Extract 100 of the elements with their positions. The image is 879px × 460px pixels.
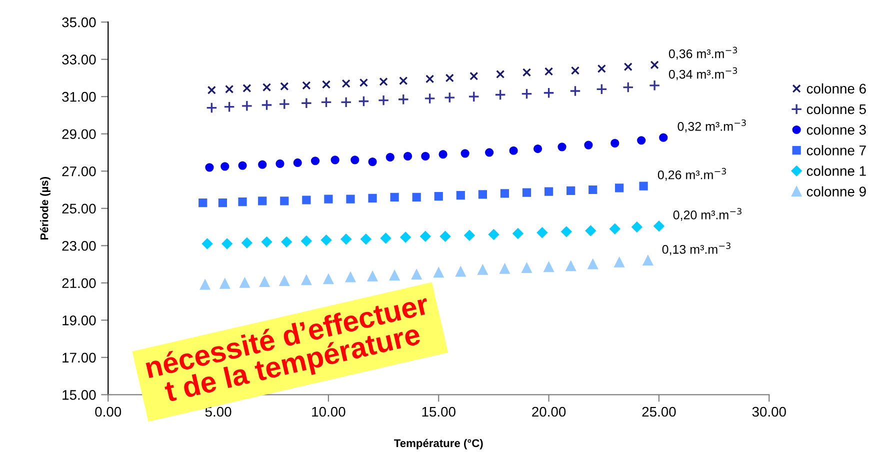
y-tick-label: 27.00: [62, 166, 96, 176]
legend-label: colonne 9: [806, 186, 866, 197]
point: [200, 280, 210, 290]
point: [278, 98, 290, 110]
point: [324, 194, 333, 204]
point: [522, 68, 532, 77]
point: [445, 74, 454, 82]
point: [500, 189, 510, 198]
point: [648, 80, 660, 92]
point: [544, 187, 554, 196]
point: [468, 90, 480, 102]
point: [350, 156, 360, 164]
point: [500, 264, 510, 274]
point: [330, 156, 340, 164]
legend-label: colonne 6: [806, 83, 866, 94]
x-tick-label: 15.00: [422, 406, 456, 417]
point: [380, 232, 391, 244]
point: [488, 229, 499, 240]
point: [438, 150, 448, 159]
point: [400, 232, 411, 243]
point: [566, 186, 576, 195]
point: [434, 268, 444, 278]
point: [359, 78, 368, 87]
point: [302, 196, 311, 204]
point: [368, 194, 377, 202]
point: [262, 82, 272, 92]
y-tick-label: 17.00: [62, 352, 96, 363]
x-axis-title: Température (°C): [394, 438, 483, 450]
x-tick-label: 20.00: [532, 406, 566, 417]
point: [258, 196, 267, 206]
point: [242, 84, 252, 93]
y-tick-label: 23.00: [62, 240, 96, 251]
point: [456, 266, 466, 277]
point: [207, 86, 216, 94]
legend-label: colonne 1: [806, 166, 866, 176]
y-tick-label: 19.00: [62, 315, 96, 326]
point: [202, 238, 213, 250]
point: [220, 278, 230, 289]
point: [478, 190, 487, 199]
point: [224, 84, 234, 94]
annotation: 0,34 m³.m$^{−3}$: [668, 67, 738, 80]
point: [279, 276, 290, 286]
y-tick-label: 35.00: [62, 17, 96, 28]
point: [412, 192, 421, 202]
point: [345, 272, 356, 282]
point: [205, 163, 214, 172]
point: [584, 140, 593, 150]
point: [262, 236, 272, 248]
annotation: 0,13 m³.m$^{−3}$: [662, 242, 730, 256]
point: [521, 88, 532, 100]
point: [379, 77, 388, 86]
point: [258, 160, 267, 169]
annotation: 0,36 m³.m$^{−3}$: [668, 46, 738, 60]
y-tick-label: 25.00: [62, 204, 96, 214]
point: [659, 133, 668, 142]
point: [240, 278, 250, 288]
point: [456, 191, 465, 200]
point: [566, 261, 576, 272]
annotation: 0,20 m³.m$^{−3}$: [673, 208, 742, 221]
point: [340, 234, 352, 244]
point: [241, 100, 253, 112]
point: [310, 156, 320, 166]
point: [222, 238, 232, 250]
point: [558, 142, 566, 152]
y-tick-label: 29.00: [62, 129, 96, 140]
point: [596, 83, 608, 95]
point: [198, 198, 208, 208]
point: [242, 238, 252, 248]
point: [420, 231, 431, 242]
point: [280, 82, 289, 91]
point: [650, 60, 659, 70]
point: [444, 92, 456, 104]
point: [390, 192, 399, 202]
legend-label: colonne 5: [806, 104, 866, 114]
point: [639, 182, 648, 190]
point: [610, 138, 620, 148]
point: [218, 198, 227, 208]
point: [632, 222, 642, 232]
point: [412, 270, 422, 280]
point: [424, 92, 436, 104]
point: [464, 230, 475, 241]
point: [460, 149, 470, 158]
point: [280, 196, 289, 206]
x-tick-label: 0.00: [95, 406, 122, 417]
point: [390, 270, 400, 280]
y-axis-title: Période (µs): [40, 177, 50, 240]
point: [346, 194, 355, 204]
point: [610, 224, 620, 234]
x-tick-label: 25.00: [642, 406, 676, 417]
point: [206, 102, 218, 114]
point: [654, 220, 664, 232]
point: [378, 94, 390, 106]
point: [597, 64, 606, 73]
y-tick-label: 21.00: [62, 278, 96, 288]
point: [302, 81, 311, 90]
point: [544, 67, 554, 76]
point: [368, 158, 377, 166]
point: [238, 198, 247, 206]
point: [588, 185, 598, 194]
point: [323, 274, 334, 284]
